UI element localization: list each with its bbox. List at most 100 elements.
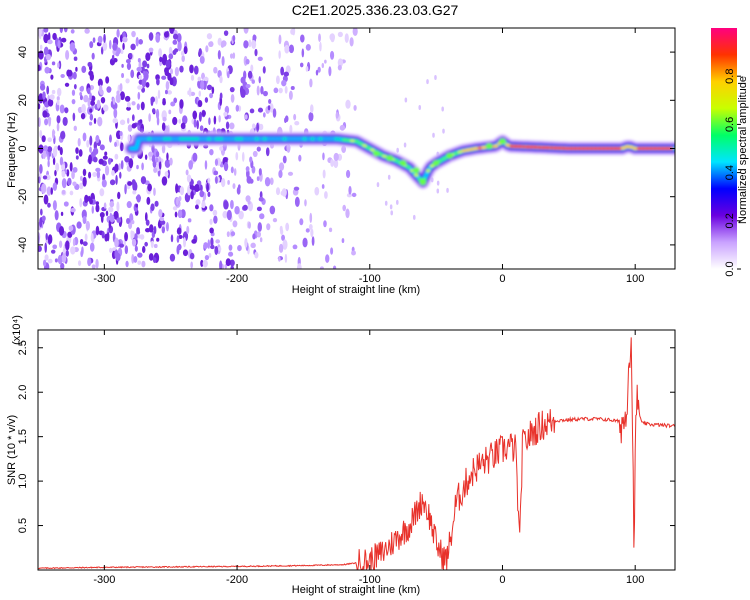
spectrogram-noise-speck: [43, 145, 49, 152]
ridge-core-point: [210, 137, 216, 141]
spectrogram-noise-speck: [93, 156, 98, 163]
spectrogram-noise-speck: [50, 187, 53, 195]
spectrogram-noise-speck: [84, 233, 88, 242]
spectrogram-noise-speck: [131, 219, 135, 225]
spectrogram-noise-speck: [100, 96, 106, 104]
spectrogram-noise-speck: [302, 237, 308, 248]
spectrogram-noise-speck: [200, 80, 205, 90]
spectrogram-noise-speck: [138, 38, 144, 45]
spectrogram-noise-speck: [123, 239, 127, 247]
spectrogram-noise-speck: [79, 182, 84, 190]
ridge-core-point: [163, 137, 168, 141]
spectrogram-noise-speck: [194, 204, 199, 210]
spectrogram-noise-speck: [325, 254, 330, 263]
spectrogram-noise-speck: [187, 218, 192, 223]
ridge-core-point: [565, 146, 570, 151]
spectrogram-noise-speck: [376, 182, 380, 188]
spectrogram-noise-speck: [278, 243, 284, 253]
spectrogram-noise-speck: [205, 45, 209, 53]
spectrogram-noise-speck: [281, 234, 286, 241]
ridge-core-point: [262, 137, 268, 141]
ridge-core-point: [477, 146, 483, 150]
snr-x-tick-label: -100: [359, 574, 381, 586]
spectrogram-noise-speck: [248, 39, 252, 48]
spectrogram-noise-speck: [178, 118, 182, 124]
spectrogram-noise-speck: [337, 64, 342, 71]
spectrogram-noise-speck: [60, 211, 64, 216]
spectrogram-noise-speck: [95, 135, 100, 144]
spectrogram-noise-speck: [66, 69, 71, 77]
spectrogram-noise-speck: [41, 135, 46, 143]
spectrogram-noise-speck: [168, 46, 173, 56]
ridge-core-point: [620, 146, 626, 150]
ridge-core-point: [660, 146, 666, 151]
spectrogram-noise-speck: [225, 258, 231, 267]
ridge-core-point: [234, 137, 240, 141]
spectrogram-noise-speck: [87, 97, 91, 108]
snr-y-tick-label: 2.0: [17, 385, 29, 400]
spectrogram-noise-speck: [80, 250, 84, 258]
ridge-core-point: [214, 137, 220, 141]
ridge-core-point: [664, 146, 670, 151]
spectrogram-noise-speck: [166, 152, 169, 161]
spectrogram-noise-speck: [442, 128, 445, 134]
spectrogram-noise-speck: [345, 208, 350, 219]
spectrogram-noise-speck: [207, 191, 211, 197]
spectrogram-noise-speck: [120, 49, 124, 55]
spectrogram-noise-speck: [252, 34, 257, 41]
spectrogram-noise-speck: [118, 163, 121, 171]
spectrogram-noise-speck: [67, 231, 73, 238]
spectrogram-noise-speck: [143, 71, 149, 81]
spectrogram-noise-speck: [87, 87, 91, 95]
spectrogram-noise-speck: [78, 149, 83, 157]
spectrogram-noise-speck: [153, 243, 158, 249]
spectrogram-noise-speck: [119, 243, 125, 248]
spectrogram-noise-speck: [281, 79, 287, 87]
spectrogram-noise-speck: [221, 40, 227, 47]
spectrogram-noise-speck: [124, 231, 128, 242]
spectrogram-noise-speck: [181, 55, 185, 62]
spectrogram-noise-speck: [51, 128, 55, 140]
spectrogram-noise-speck: [89, 198, 93, 205]
spectrogram-noise-speck: [73, 83, 77, 90]
spectrogram-noise-speck: [441, 106, 444, 112]
spectrogram-noise-speck: [177, 209, 183, 219]
spectrogram-noise-speck: [436, 180, 440, 186]
ridge-core-point: [238, 137, 244, 141]
snr-x-tick-label: 100: [626, 574, 644, 586]
spectrogram-noise-speck: [148, 151, 154, 157]
spectrogram-noise-speck: [52, 244, 58, 250]
spectrogram-noise-speck: [151, 143, 155, 154]
ridge-core-point: [322, 137, 328, 141]
spectrogram-noise-speck: [258, 76, 261, 84]
spectrogram-noise-speck: [200, 259, 204, 267]
spectrogram-noise-speck: [384, 200, 388, 206]
spectrogram-noise-speck: [134, 233, 138, 241]
spectrogram-noise-speck: [42, 259, 47, 267]
spectrogram-noise-speck: [259, 191, 263, 199]
spectrogram-noise-speck: [63, 28, 68, 33]
spectrogram-noise-speck: [275, 187, 281, 196]
spectrogram-noise-speck: [293, 186, 300, 191]
spectrogram-noise-speck: [262, 112, 266, 118]
spectrogram-noise-speck: [197, 100, 203, 108]
spectrogram-noise-speck: [258, 168, 262, 176]
spectrogram-noise-speck: [75, 155, 79, 160]
spectrogram-noise-speck: [102, 155, 108, 160]
spectrogram-noise-speck: [229, 122, 235, 130]
spectrogram-noise-speck: [434, 74, 437, 80]
spectrogram-noise-speck: [242, 204, 248, 211]
spectrogram-noise-speck: [57, 87, 62, 97]
spectrogram-noise-speck: [245, 166, 250, 172]
ridge-core-point: [553, 146, 558, 150]
spectrogram-noise-speck: [242, 81, 248, 92]
spectrogram-noise-speck: [232, 220, 238, 228]
ridge-core-point: [318, 137, 324, 141]
spectrogram-noise-speck: [254, 251, 259, 259]
ridge-core-point: [573, 146, 578, 151]
spectrogram-noise-speck: [95, 204, 100, 213]
spectrogram-noise-speck: [304, 199, 307, 207]
spectrogram-noise-speck: [43, 28, 49, 33]
spectrogram-noise-speck: [116, 90, 120, 96]
